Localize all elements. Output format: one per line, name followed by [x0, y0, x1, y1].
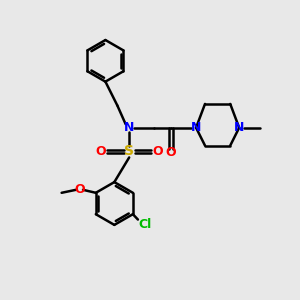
- Text: O: O: [152, 145, 163, 158]
- Text: S: S: [124, 145, 134, 158]
- Text: N: N: [234, 121, 244, 134]
- Text: O: O: [166, 146, 176, 159]
- Text: N: N: [124, 121, 134, 134]
- Text: O: O: [96, 145, 106, 158]
- Text: Cl: Cl: [138, 218, 152, 231]
- Text: O: O: [74, 183, 85, 196]
- Text: N: N: [191, 121, 201, 134]
